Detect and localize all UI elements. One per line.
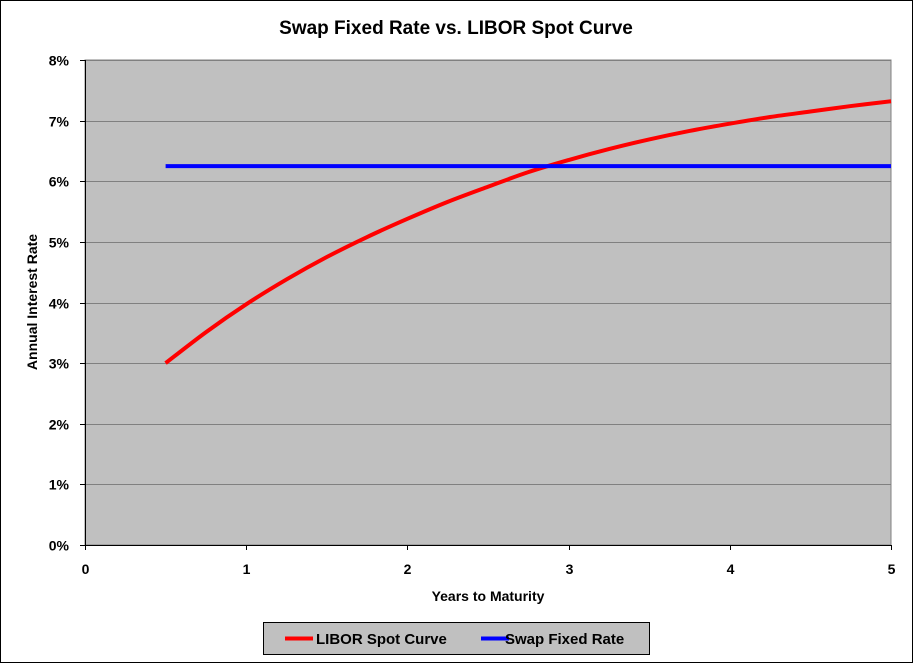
y-tick-label: 0% [49,538,70,554]
plot-background [84,59,892,546]
series-layer [164,99,892,365]
x-tick-label: 4 [727,561,735,577]
axes: 0% 1% 2% 3% 4% 5% 6% 7% 8% 0 1 2 3 4 5 [49,53,896,578]
plot-area [84,59,892,546]
gridlines [85,60,891,485]
y-tick-label: 7% [49,114,70,130]
y-axis-title: Annual Interest Rate [24,234,40,370]
y-tick-label: 6% [49,174,70,190]
y-tick-label: 1% [49,477,70,493]
chart-title: Swap Fixed Rate vs. LIBOR Spot Curve [279,18,633,39]
series-line-libor-spot-curve [164,99,892,365]
legend-label-swap-fixed-rate: Swap Fixed Rate [505,631,624,648]
legend-label-libor-spot-curve: LIBOR Spot Curve [316,631,447,648]
y-tick-label: 4% [49,296,70,312]
x-tick-label: 0 [82,561,90,577]
x-axis-title: Years to Maturity [432,588,545,604]
x-tick-label: 3 [566,561,574,577]
legend-box [263,622,650,655]
x-tick-label: 5 [888,561,896,577]
x-tick-label: 1 [243,561,251,577]
x-tick-label: 2 [404,561,412,577]
y-tick-label: 2% [49,417,70,433]
y-tick-label: 3% [49,356,70,372]
y-tick-label: 5% [49,235,70,251]
y-tick-label: 8% [49,53,70,69]
legend: LIBOR Spot Curve Swap Fixed Rate [263,622,650,655]
